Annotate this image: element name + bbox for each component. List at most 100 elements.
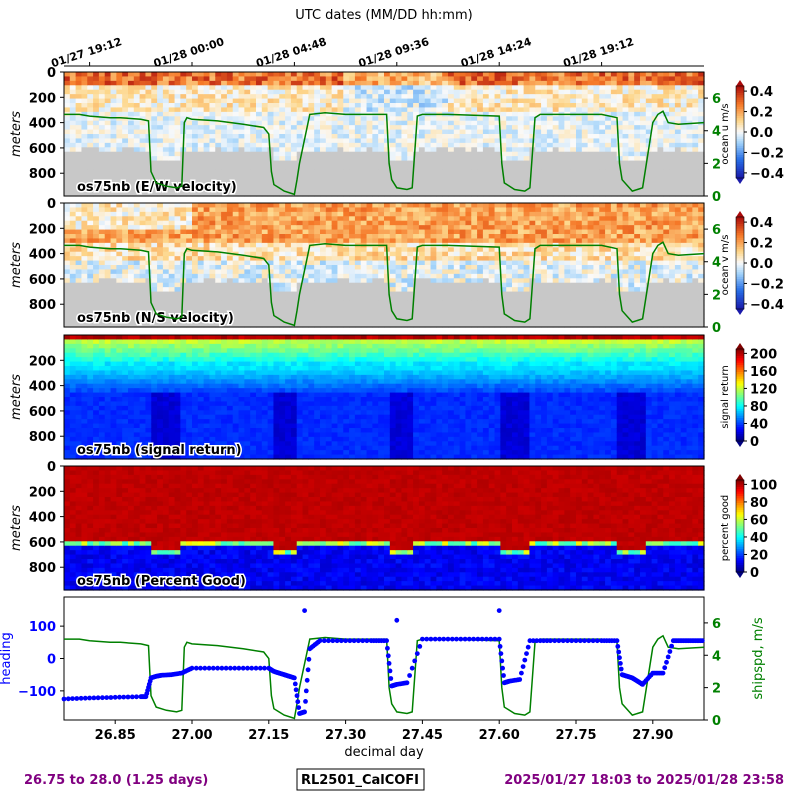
depth-tick-label: 0: [47, 66, 56, 81]
colorbar: 0.4 0.2 0.0 −0.2 −0.4 ocean u m/s: [720, 80, 784, 184]
heading-point: [70, 696, 75, 701]
colorbar-max-arrow: [736, 211, 744, 217]
colorbar-frame: [735, 479, 745, 573]
speed-tick-label: 0: [712, 714, 721, 729]
top-axis-ticks: 01/27 19:12 01/28 00:00 01/28 04:48 01/28 0…: [50, 35, 704, 70]
heading-point: [228, 665, 233, 671]
heatmap-cells: [64, 203, 705, 328]
heading-point: [326, 638, 331, 644]
heading-point: [618, 666, 624, 672]
heading-point: [202, 665, 208, 671]
colorbar-tick-label: 0: [750, 435, 759, 450]
heading-point: [560, 638, 566, 644]
speed-tick-label: 2: [712, 157, 721, 172]
heading-point: [618, 661, 623, 666]
x-tick-label: 27.30: [325, 728, 366, 743]
heading-point: [404, 680, 410, 686]
heading-point: [667, 649, 673, 654]
heading-axis-label: heading: [0, 632, 14, 685]
heading-point: [664, 659, 669, 665]
colorbar: 200 160 120 80 40 0 signal return: [720, 343, 777, 450]
heading-point: [292, 675, 297, 681]
heading-point: [466, 636, 472, 642]
colorbar-tick-label: 40: [750, 417, 768, 432]
heading-point: [517, 677, 523, 682]
heading-point: [206, 665, 212, 671]
heading-point: [249, 665, 255, 671]
top-tick-label: 01/28 19:12: [562, 35, 636, 70]
heading-point: [534, 638, 540, 644]
heading-point: [384, 638, 389, 644]
speed-axis-label: shipspd, m/s: [751, 617, 766, 699]
depth-tick-label: 200: [29, 91, 56, 106]
colorbar-min-arrow: [736, 178, 744, 184]
heading-point: [262, 665, 267, 671]
depth-tick-label: 0: [47, 197, 56, 212]
heading-point: [527, 638, 533, 644]
heading-point: [121, 694, 127, 700]
heading-dots: [61, 608, 705, 716]
heading-point: [524, 651, 529, 656]
depth-tick-label: 200: [29, 485, 56, 500]
heading-point: [356, 638, 361, 644]
ship-speed-line: [64, 110, 705, 196]
heading-point: [662, 665, 668, 671]
panel-label: os75nb (Percent Good): [77, 574, 246, 589]
panel-ew-velocity: 0 200 400 600 800 meters os75nb (E/W velocity)…: [9, 66, 784, 205]
colorbar: 0.4 0.2 0.0 −0.2 −0.4 ocean v m/s: [720, 211, 784, 315]
footer-range: 26.75 to 28.0 (1.25 days): [24, 773, 208, 788]
top-tick-label: 01/28 00:00: [152, 35, 226, 70]
heading-point: [219, 665, 225, 671]
heading-point: [293, 687, 299, 693]
heading-point: [617, 655, 622, 661]
x-tick-label: 27.45: [402, 728, 443, 743]
depth-tick-label: 400: [29, 248, 56, 263]
colorbar-min-arrow: [736, 309, 744, 315]
x-tick-label: 27.60: [479, 728, 520, 743]
depth-tick-label: 200: [29, 222, 56, 237]
colorbar: 100 80 60 40 20 0 percent good: [720, 474, 777, 581]
heading-point: [129, 694, 135, 700]
heading-point: [407, 673, 412, 678]
heading-point: [577, 638, 583, 644]
heading-point: [428, 636, 434, 642]
x-tick-label: 27.00: [171, 728, 212, 743]
heading-point: [449, 636, 455, 642]
heading-point: [306, 656, 312, 662]
colorbar-tick-label: 100: [750, 478, 777, 493]
panel-frame: [63, 465, 705, 591]
heading-point: [496, 636, 502, 642]
heading-point: [385, 653, 391, 659]
x-axis-label: decimal day: [344, 745, 424, 760]
heading-point: [351, 638, 357, 644]
heading-point: [660, 670, 666, 676]
speed-tick-label: 0: [712, 190, 721, 205]
top-tick-label: 01/28 04:48: [254, 35, 328, 70]
colorbar-label: ocean v m/s: [720, 235, 731, 296]
colorbar-label: signal return: [720, 365, 731, 428]
heading-point: [338, 638, 344, 644]
heading-point: [134, 694, 139, 700]
depth-axis-label: meters: [9, 505, 24, 551]
heading-point: [317, 638, 323, 644]
heading-point: [304, 677, 310, 683]
depth-tick-label: 600: [29, 536, 56, 551]
heading-point: [360, 638, 366, 644]
depth-tick-label: 800: [29, 167, 56, 182]
heading-point: [420, 636, 425, 642]
panel-frame: [63, 596, 705, 721]
heading-point: [387, 668, 393, 674]
colorbar-label: percent good: [720, 495, 731, 561]
depth-axis-label: meters: [9, 374, 24, 420]
top-tick-label: 01/27 19:12: [50, 35, 124, 70]
heading-point: [65, 696, 71, 702]
heading-tick-label: 100: [29, 620, 56, 635]
colorbar-tick-label: 0.4: [750, 216, 773, 231]
heading-tick-label: 0: [47, 653, 56, 668]
x-tick-label: 27.15: [248, 728, 289, 743]
heading-point: [292, 681, 298, 687]
depth-tick-label: 800: [29, 561, 56, 576]
colorbar-max-arrow: [736, 474, 744, 480]
heading-point: [257, 665, 263, 671]
